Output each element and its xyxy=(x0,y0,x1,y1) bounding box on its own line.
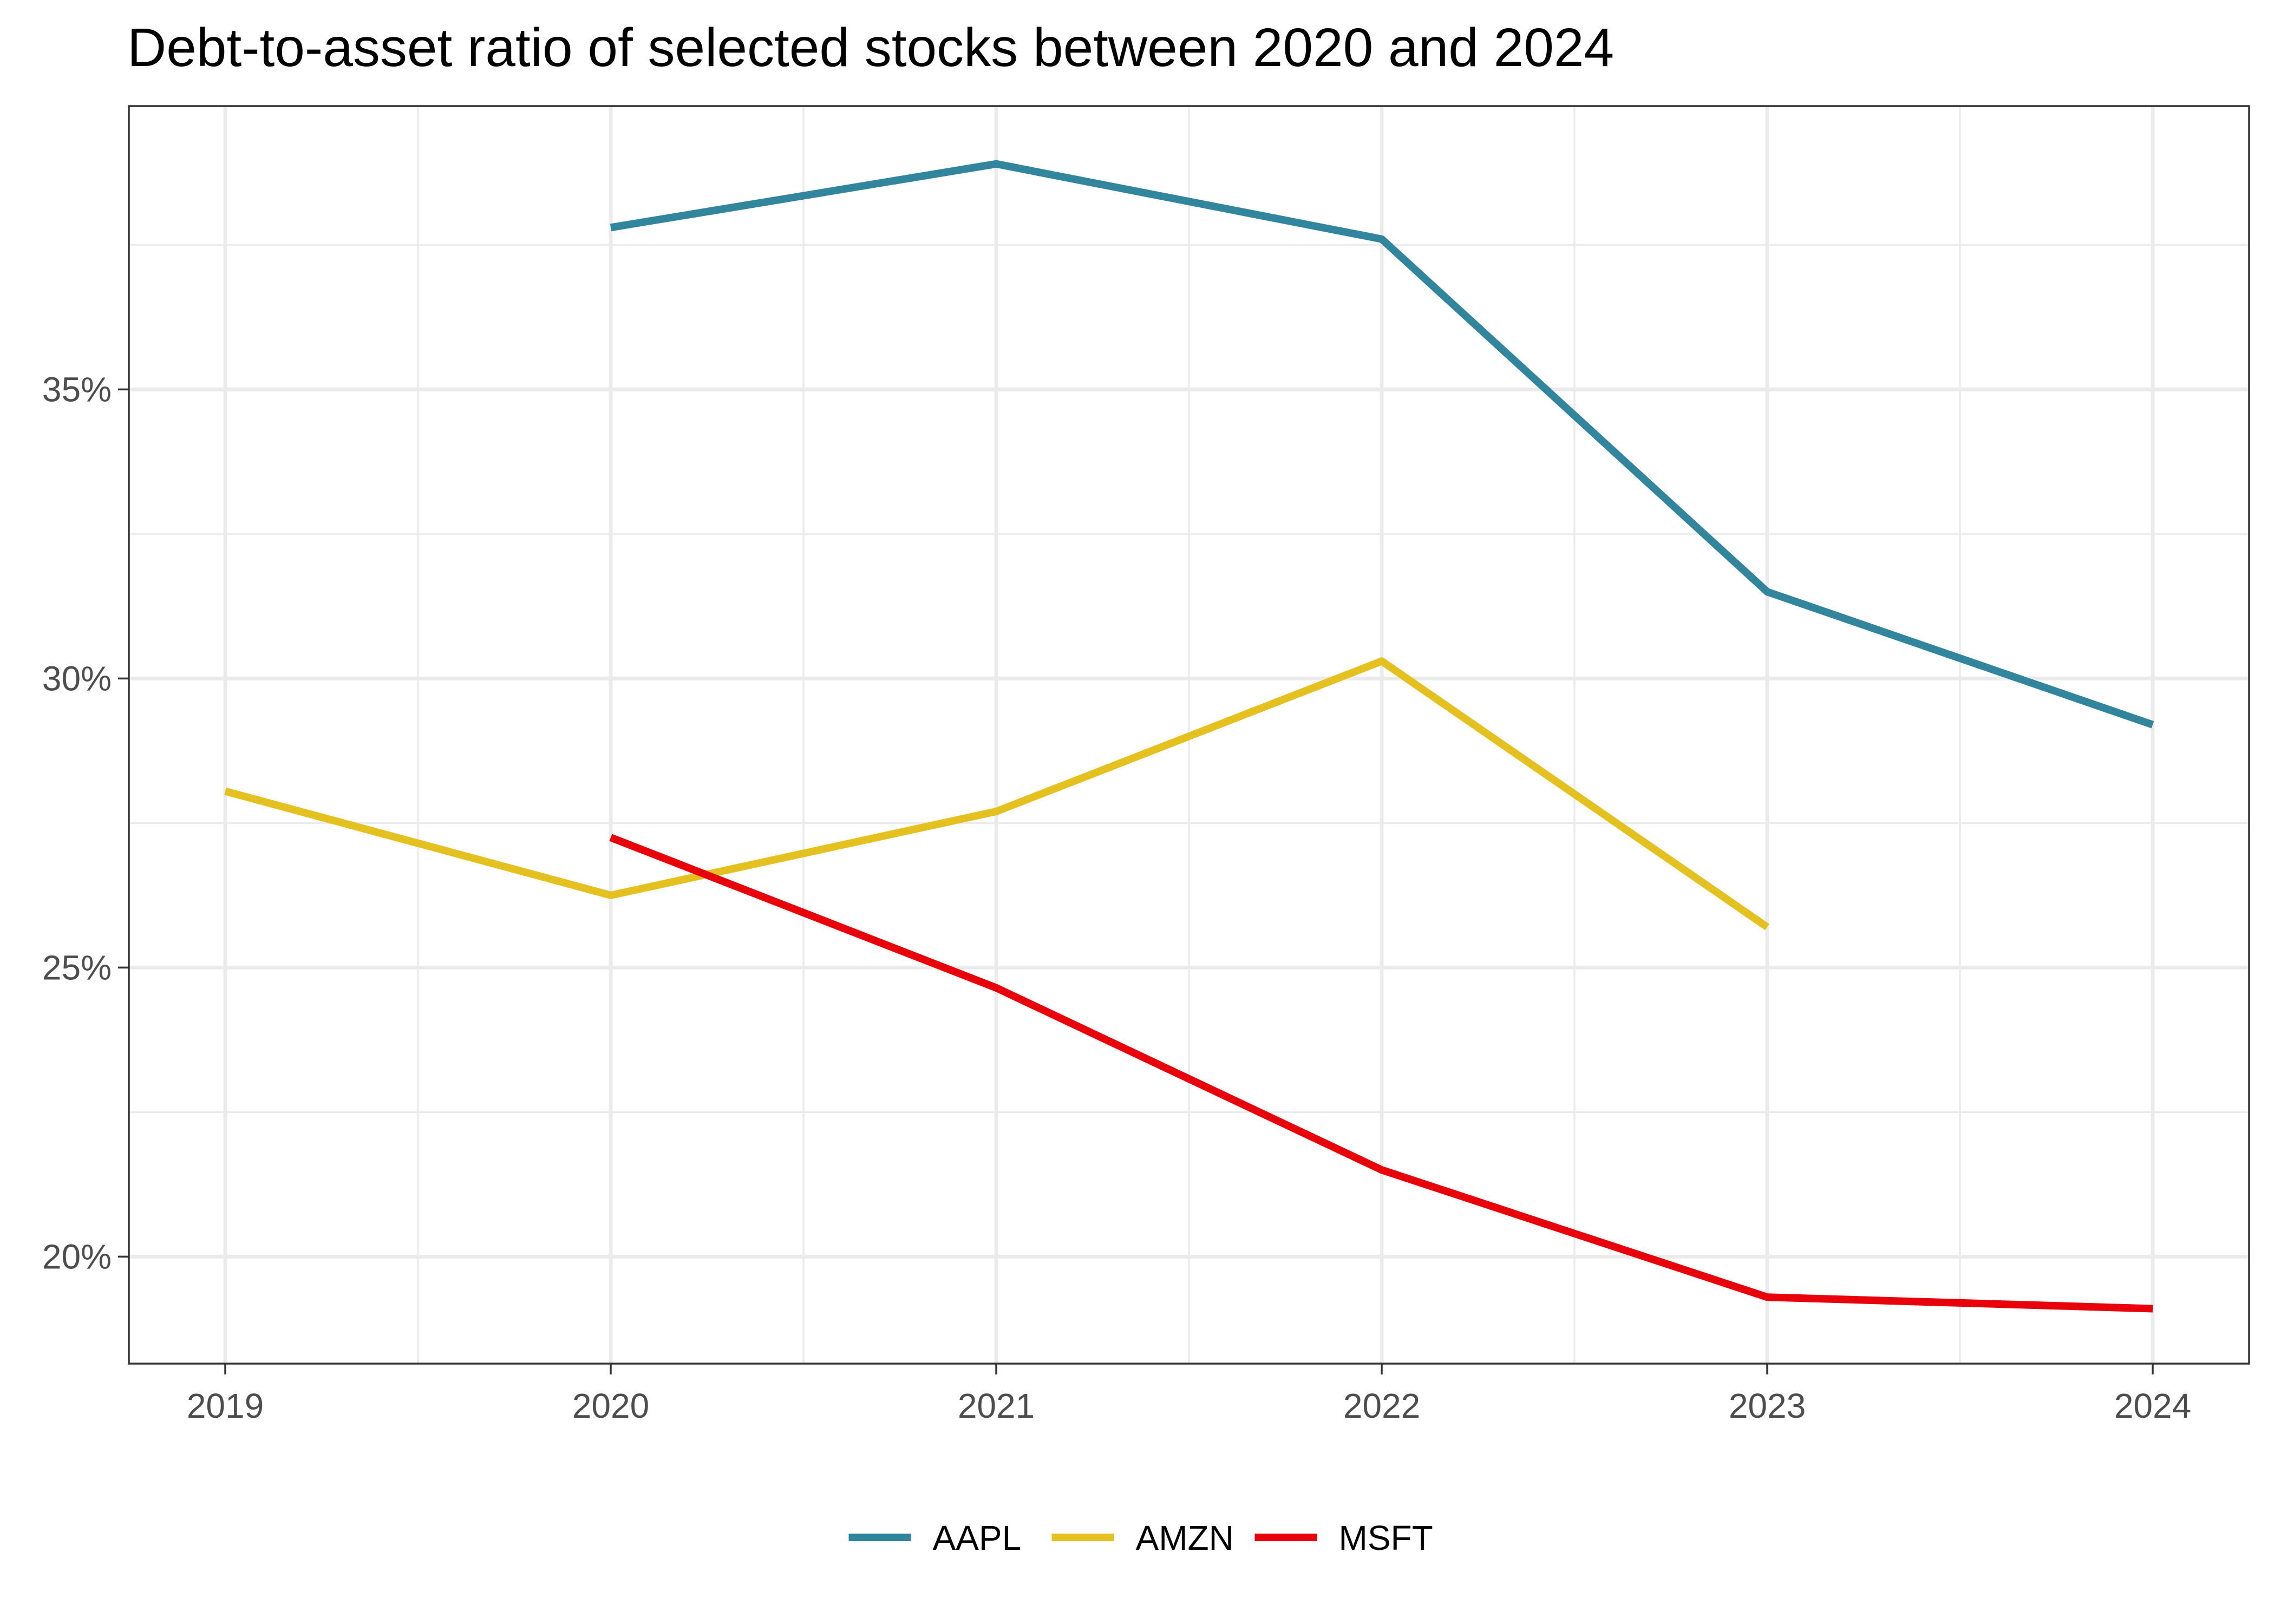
series-line-amzn xyxy=(224,657,1769,931)
grid xyxy=(129,106,2249,1364)
y-tick-label: 30% xyxy=(42,659,112,698)
y-tick-label: 20% xyxy=(42,1237,112,1276)
legend-item-aapl: AAPL xyxy=(848,1518,1022,1557)
series-lines xyxy=(224,160,2154,1313)
x-tick-label: 2019 xyxy=(187,1386,264,1425)
axes: 2019 2020 2021 2022 2023 2024 20% 25% 30% 35% xyxy=(42,370,2191,1425)
chart-title: Debt-to-asset ratio of selected stocks b… xyxy=(127,17,1614,78)
legend-label: MSFT xyxy=(1339,1518,1433,1557)
legend: AAPL AMZN MSFT xyxy=(848,1518,1433,1557)
x-tick-label: 2020 xyxy=(572,1386,649,1425)
legend-label: AAPL xyxy=(933,1518,1022,1557)
series-line-msft xyxy=(609,834,2153,1313)
x-tick-label: 2022 xyxy=(1343,1386,1420,1425)
legend-label: AMZN xyxy=(1136,1518,1234,1557)
series-line-aapl xyxy=(610,160,2154,729)
legend-item-msft: MSFT xyxy=(1254,1518,1433,1557)
y-tick-label: 35% xyxy=(42,370,112,409)
legend-item-amzn: AMZN xyxy=(1051,1518,1234,1557)
x-tick-label: 2021 xyxy=(958,1386,1035,1425)
plot-panel-border xyxy=(128,105,2250,1365)
y-tick-label: 25% xyxy=(42,948,112,987)
x-tick-label: 2024 xyxy=(2114,1386,2191,1425)
x-tick-label: 2023 xyxy=(1729,1386,1806,1425)
